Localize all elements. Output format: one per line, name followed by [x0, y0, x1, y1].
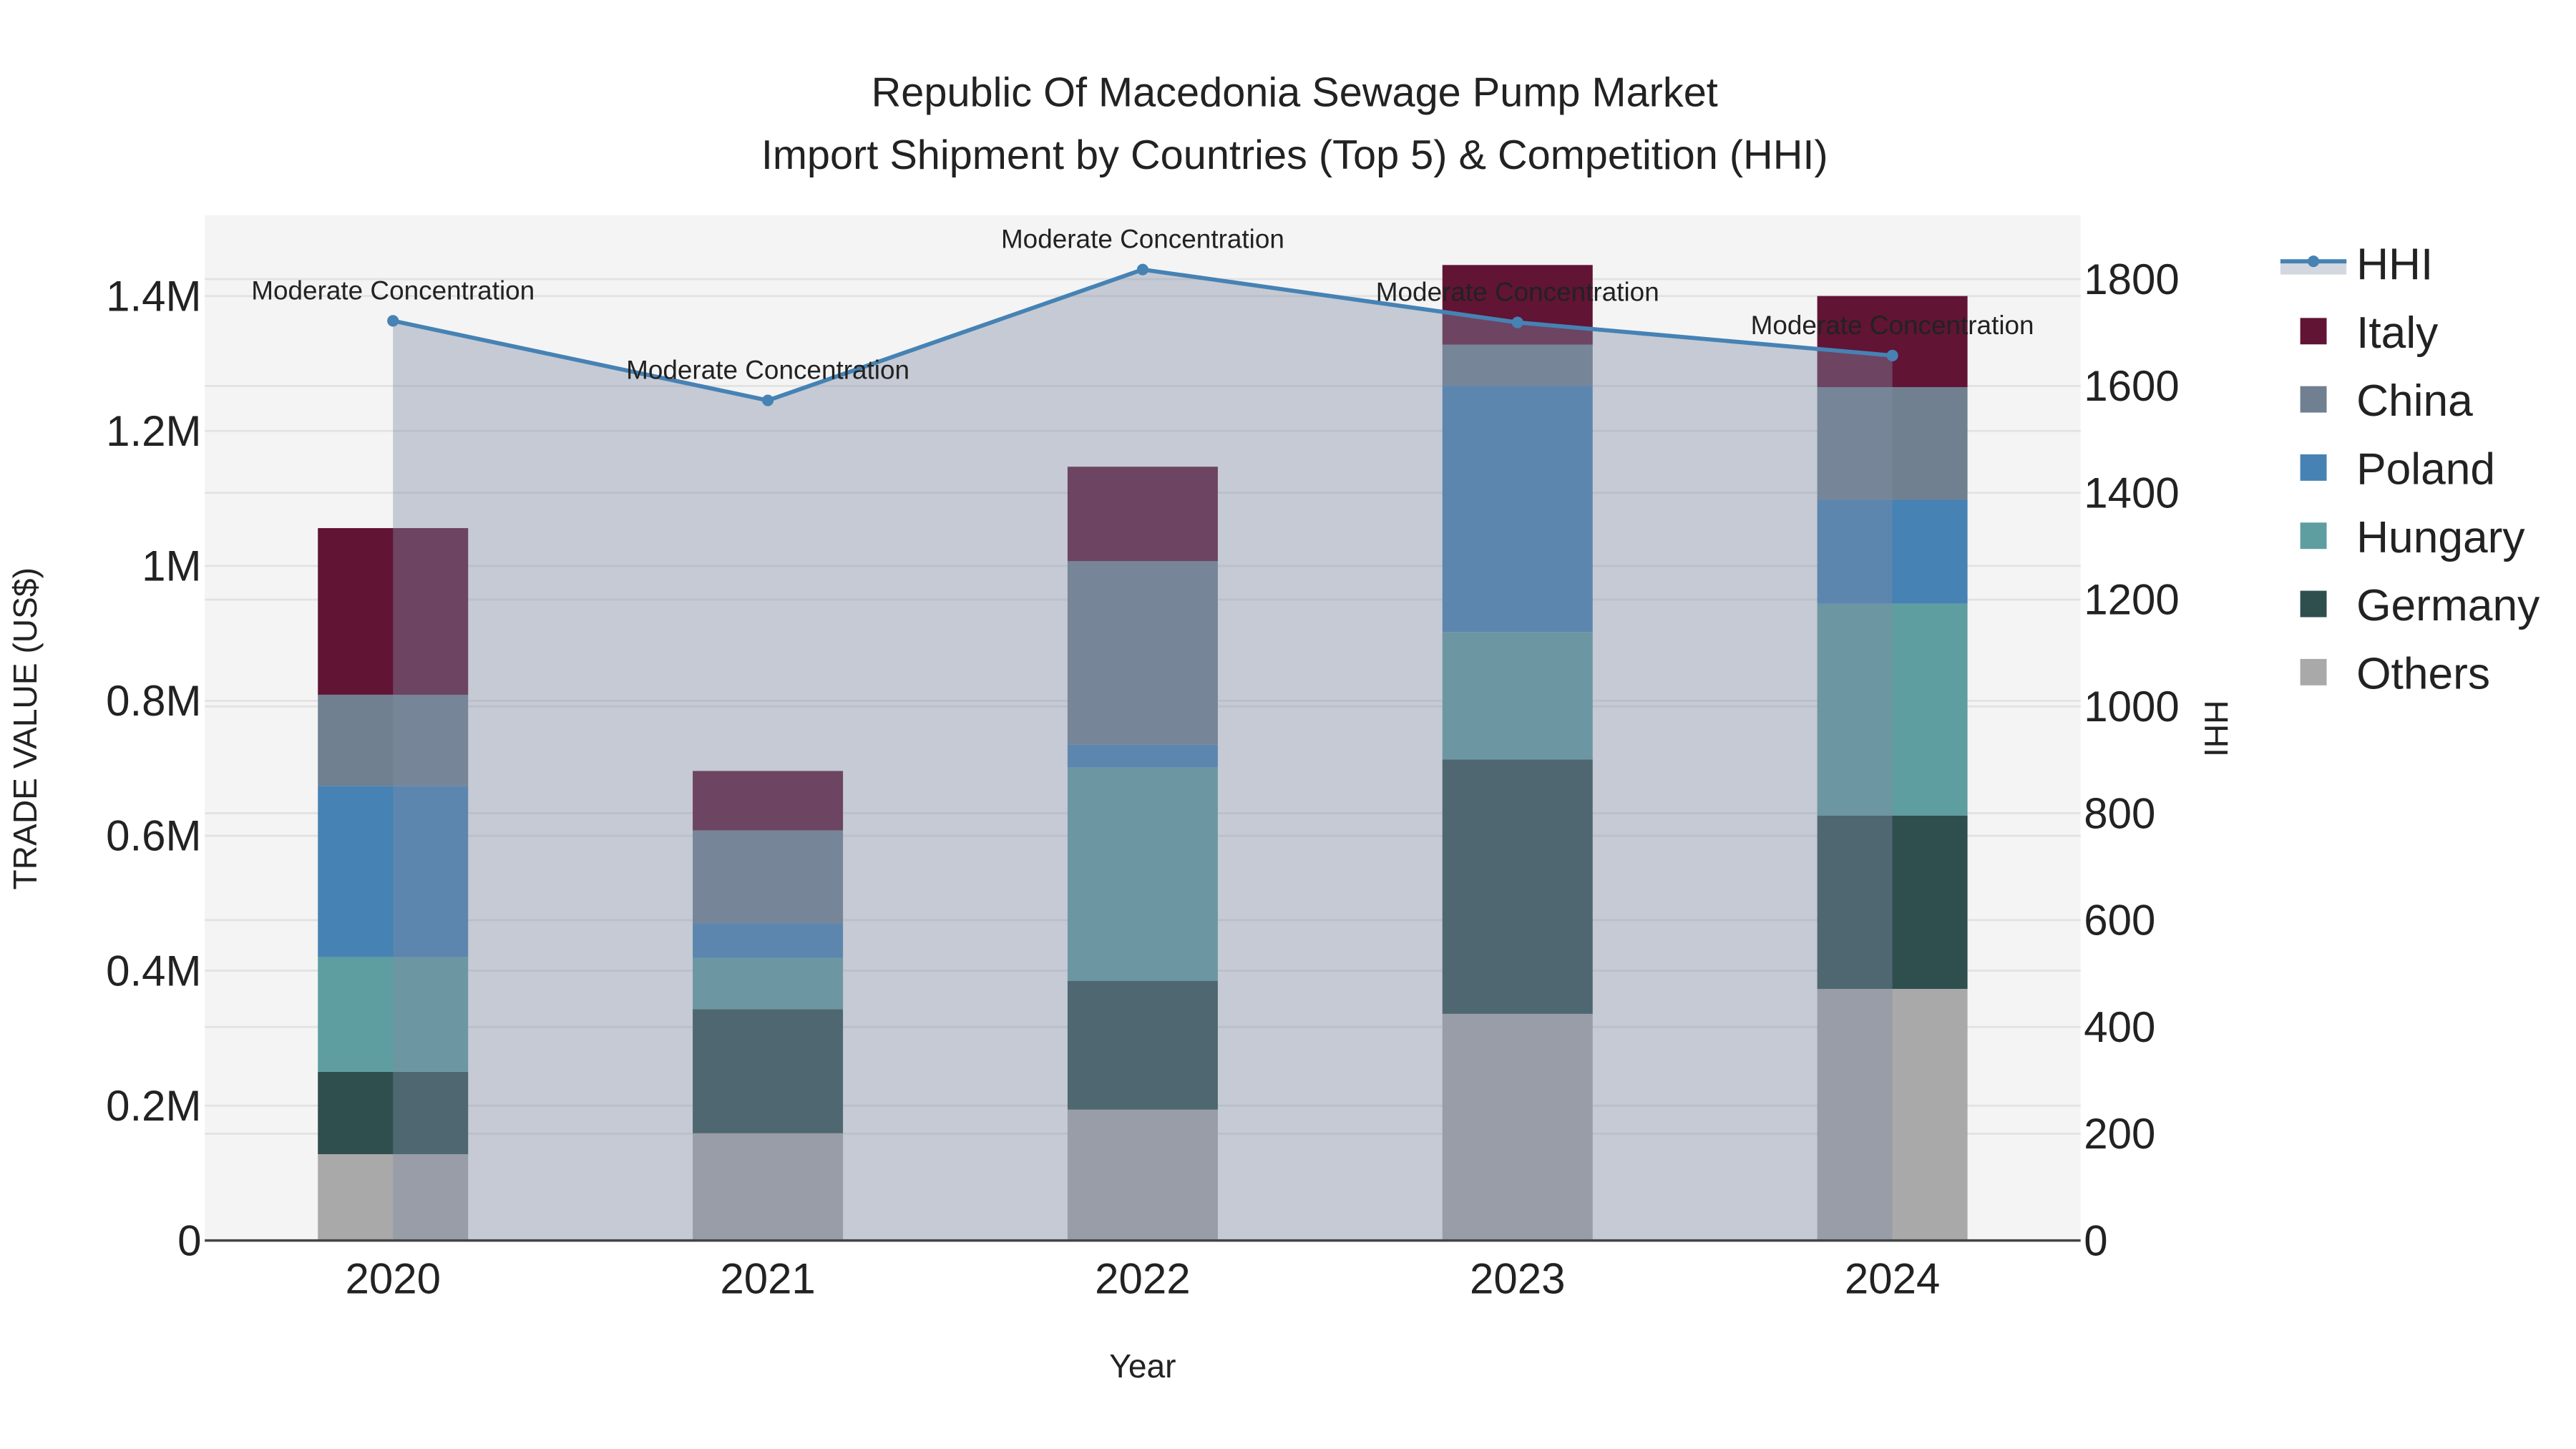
- hhi-point-2021: [762, 394, 774, 406]
- x-tick-label: 2021: [720, 1255, 815, 1303]
- bar-poland-2022: [1067, 744, 1218, 768]
- bar-germany-2021: [693, 1009, 844, 1133]
- y-tick-label: 1M: [142, 542, 201, 590]
- y-tick-label: 0.4M: [106, 947, 201, 995]
- x-tick-label: 2024: [1845, 1255, 1940, 1303]
- hhi-annotation: Moderate Concentration: [1376, 278, 1659, 307]
- bars: [318, 265, 1968, 1241]
- x-tick-label: 2023: [1470, 1255, 1565, 1303]
- y2-axis-title: HHI: [2197, 701, 2235, 757]
- hhi-area: [393, 269, 1893, 1241]
- bar-poland-2020: [318, 786, 469, 957]
- bar-italy-2024: [1817, 296, 1968, 387]
- hhi-point-2023: [1511, 316, 1523, 328]
- bar-others-2022: [1067, 1109, 1218, 1241]
- y2-tick-label: 1200: [2084, 576, 2179, 624]
- chart-title: Republic Of Macedonia Sewage Pump Market: [872, 69, 1718, 115]
- y-tick-label: 0.8M: [106, 677, 201, 725]
- y2-axis-ticks: 0 200 400 600 800 1000 1200 1400 1600 1800: [2084, 255, 2179, 1265]
- legend-swatch-icon: [2300, 522, 2327, 550]
- bar-poland-2021: [693, 923, 844, 958]
- y2-tick-label: 1400: [2084, 469, 2179, 517]
- legend-label: Germany: [2356, 581, 2540, 630]
- bar-germany-2023: [1442, 759, 1593, 1014]
- bar-hungary-2024: [1817, 603, 1968, 816]
- bar-china-2020: [318, 694, 469, 786]
- bar-others-2021: [693, 1133, 844, 1241]
- bar-others-2020: [318, 1153, 469, 1241]
- bar-germany-2020: [318, 1071, 469, 1154]
- legend-item-hungary: Hungary: [2300, 513, 2525, 562]
- y-axis-title: TRADE VALUE (US$): [6, 567, 44, 889]
- legend-item-italy: Italy: [2300, 308, 2439, 358]
- legend: HHI Italy China Poland Hungary Germany Others: [2280, 240, 2540, 698]
- bar-china-2023: [1442, 344, 1593, 386]
- bar-hungary-2020: [318, 957, 469, 1072]
- legend-item-hhi: HHI: [2280, 240, 2433, 290]
- legend-label: Italy: [2356, 308, 2439, 358]
- bar-poland-2023: [1442, 386, 1593, 633]
- legend-item-china: China: [2300, 376, 2473, 426]
- hhi-series: Moderate Concentration Moderate Concentra…: [251, 225, 2034, 1241]
- y-tick-label: 1.2M: [106, 407, 201, 455]
- y2-tick-label: 1800: [2084, 255, 2179, 303]
- legend-swatch-icon: [2300, 386, 2327, 413]
- y-axis-ticks: 0 0.2M 0.4M 0.6M 0.8M 1M 1.2M 1.4M: [106, 272, 201, 1264]
- legend-hhi-area-swatch: [2280, 261, 2347, 275]
- y2-tick-label: 1000: [2084, 683, 2179, 731]
- x-axis-title: Year: [1109, 1347, 1176, 1385]
- y-tick-label: 1.4M: [106, 272, 201, 320]
- y-tick-label: 0.2M: [106, 1082, 201, 1130]
- x-tick-label: 2022: [1095, 1255, 1190, 1303]
- bar-hungary-2022: [1067, 767, 1218, 981]
- legend-label: Others: [2356, 649, 2490, 698]
- x-tick-label: 2020: [345, 1255, 440, 1303]
- legend-label: Poland: [2356, 444, 2495, 494]
- y2-tick-label: 200: [2084, 1110, 2155, 1158]
- bar-italy-2023: [1442, 265, 1593, 345]
- bar-others-2024: [1817, 988, 1968, 1241]
- bar-hungary-2021: [693, 957, 844, 1010]
- bar-china-2024: [1817, 386, 1968, 500]
- y-tick-label: 0.6M: [106, 812, 201, 860]
- legend-item-poland: Poland: [2300, 444, 2495, 494]
- y2-tick-label: 600: [2084, 897, 2155, 945]
- hhi-point-2024: [1886, 349, 1898, 361]
- legend-item-germany: Germany: [2300, 581, 2540, 630]
- chart-subtitle: Import Shipment by Countries (Top 5) & C…: [761, 132, 1828, 178]
- bar-others-2023: [1442, 1013, 1593, 1241]
- hhi-annotation: Moderate Concentration: [251, 275, 535, 305]
- hhi-annotation: Moderate Concentration: [1001, 225, 1284, 254]
- legend-item-others: Others: [2300, 649, 2490, 698]
- hhi-point-2020: [387, 315, 399, 327]
- y2-tick-label: 0: [2084, 1216, 2107, 1264]
- legend-swatch-icon: [2300, 658, 2327, 686]
- bar-china-2021: [693, 830, 844, 924]
- bar-italy-2020: [318, 528, 469, 695]
- hhi-annotation: Moderate Concentration: [1751, 311, 2034, 340]
- legend-label: HHI: [2356, 240, 2433, 290]
- legend-swatch-icon: [2300, 454, 2327, 481]
- x-axis-ticks: 2020 2021 2022 2023 2024: [345, 1255, 1940, 1303]
- legend-swatch-icon: [2300, 590, 2327, 618]
- legend-label: Hungary: [2356, 513, 2525, 562]
- bar-hungary-2023: [1442, 632, 1593, 760]
- bar-china-2022: [1067, 561, 1218, 745]
- bar-poland-2024: [1817, 499, 1968, 604]
- bar-italy-2022: [1067, 467, 1218, 562]
- hhi-annotation: Moderate Concentration: [626, 356, 909, 385]
- legend-hhi-marker-icon: [2308, 255, 2320, 268]
- y2-tick-label: 400: [2084, 1003, 2155, 1051]
- bar-germany-2024: [1817, 815, 1968, 989]
- hhi-point-2022: [1136, 263, 1148, 275]
- legend-swatch-icon: [2300, 318, 2327, 345]
- bar-italy-2021: [693, 771, 844, 831]
- y2-tick-label: 1600: [2084, 362, 2179, 410]
- y2-tick-label: 800: [2084, 789, 2155, 837]
- bar-germany-2022: [1067, 980, 1218, 1110]
- legend-label: China: [2356, 376, 2473, 426]
- y-tick-label: 0: [177, 1216, 201, 1264]
